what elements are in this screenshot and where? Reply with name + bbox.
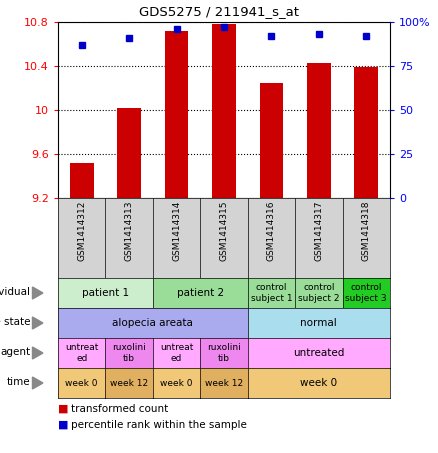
Text: GSM1414313: GSM1414313 [125, 200, 134, 261]
Text: ■: ■ [58, 404, 68, 414]
Bar [70, 163, 94, 198]
Text: week 12: week 12 [110, 379, 148, 387]
Text: normal: normal [300, 318, 337, 328]
Text: GSM1414315: GSM1414315 [219, 200, 229, 261]
Text: untreat
ed: untreat ed [65, 343, 99, 363]
Text: GSM1414317: GSM1414317 [314, 200, 323, 261]
Text: GSM1414318: GSM1414318 [362, 200, 371, 261]
Text: ruxolini
tib: ruxolini tib [207, 343, 241, 363]
Polygon shape [32, 287, 43, 299]
Text: individual: individual [0, 287, 30, 298]
Text: patient 1: patient 1 [82, 288, 129, 298]
Text: transformed count: transformed count [71, 404, 168, 414]
Text: time: time [7, 377, 30, 387]
Text: disease state: disease state [0, 318, 30, 328]
Bar [117, 108, 141, 198]
Text: ■: ■ [58, 420, 68, 430]
Text: week 0: week 0 [160, 379, 193, 387]
Text: ruxolini
tib: ruxolini tib [112, 343, 146, 363]
Polygon shape [32, 347, 43, 359]
Text: untreated: untreated [293, 348, 345, 358]
Text: GSM1414312: GSM1414312 [77, 200, 86, 261]
Text: percentile rank within the sample: percentile rank within the sample [71, 420, 247, 430]
Polygon shape [32, 317, 43, 329]
Text: untreat
ed: untreat ed [160, 343, 193, 363]
Text: control
subject 2: control subject 2 [298, 283, 339, 303]
Text: agent: agent [0, 347, 30, 357]
Text: patient 2: patient 2 [177, 288, 224, 298]
Bar [212, 24, 236, 198]
Text: GSM1414314: GSM1414314 [172, 200, 181, 261]
Text: week 0: week 0 [65, 379, 98, 387]
Bar [354, 67, 378, 198]
Bar [165, 31, 188, 198]
Text: GDS5275 / 211941_s_at: GDS5275 / 211941_s_at [139, 5, 299, 18]
Text: control
subject 1: control subject 1 [251, 283, 292, 303]
Text: GSM1414316: GSM1414316 [267, 200, 276, 261]
Polygon shape [32, 377, 43, 389]
Bar [260, 82, 283, 198]
Text: week 12: week 12 [205, 379, 243, 387]
Text: alopecia areata: alopecia areata [113, 318, 193, 328]
Bar [307, 63, 331, 198]
Text: week 0: week 0 [300, 378, 337, 388]
Text: control
subject 3: control subject 3 [346, 283, 387, 303]
